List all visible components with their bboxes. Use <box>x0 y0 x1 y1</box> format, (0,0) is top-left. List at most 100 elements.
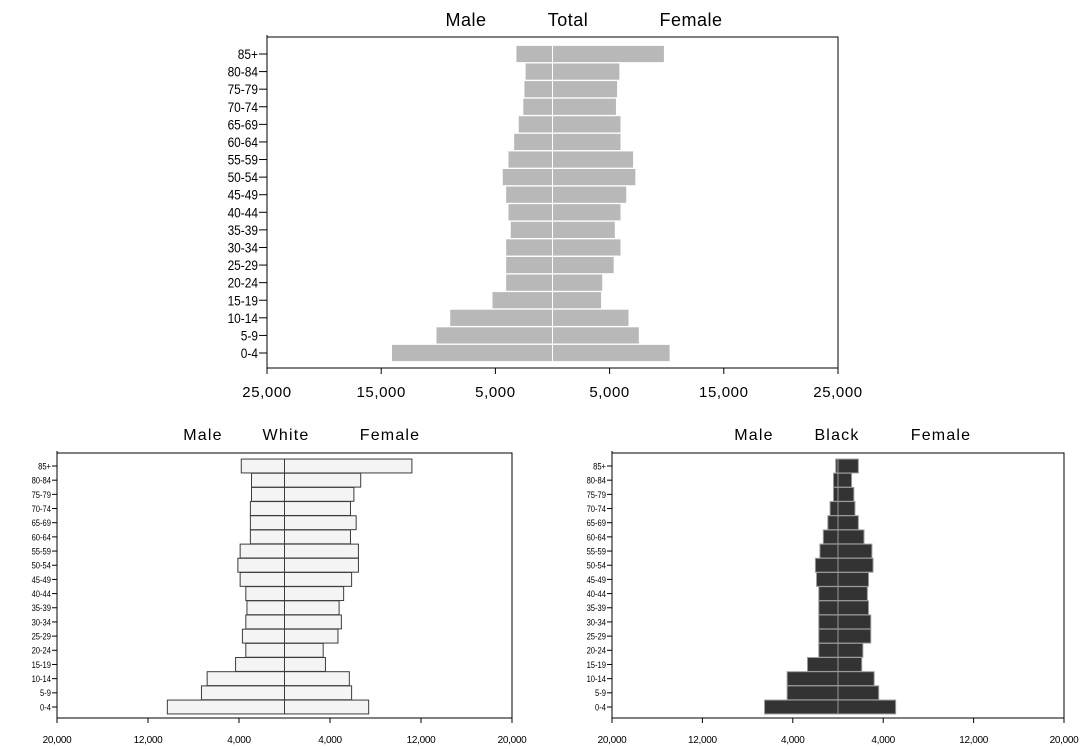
chart-black-male-header: Male <box>734 427 773 444</box>
chart-white-bar-female-65-69 <box>284 515 357 531</box>
chart-black-category-label-80-84: 80-84 <box>587 475 607 486</box>
chart-white-value-label: 4,000 <box>227 735 251 746</box>
chart-white-category-label-25-29: 25-29 <box>32 631 52 642</box>
chart-white-category-label-15-19: 15-19 <box>32 659 52 670</box>
chart-black-bar-female-60-64 <box>837 529 865 545</box>
chart-black-title: Black <box>814 427 859 444</box>
chart-total-bar-male-45-49 <box>505 185 554 204</box>
chart-white-value-label: 20,000 <box>43 735 73 746</box>
chart-white-bar-male-15-19 <box>235 657 285 672</box>
chart-white-bar-female-0-4 <box>284 699 370 715</box>
chart-black-bar-male-50-54 <box>814 557 839 573</box>
chart-black-bar-female-40-44 <box>837 586 868 602</box>
chart-black-value-label: 12,000 <box>688 735 718 746</box>
chart-white-bar-female-75-79 <box>284 486 355 502</box>
chart-black-category-label-50-54: 50-54 <box>587 560 607 571</box>
chart-black-panel: Male Black Female 0-4 5-9 10-14 15-19 20-24 25-2… <box>587 427 1080 746</box>
chart-black-bar-male-10-14 <box>786 671 839 687</box>
chart-white-category-label-60-64: 60-64 <box>32 531 52 542</box>
chart-white-bar-male-40-44 <box>245 586 285 602</box>
chart-white-value-label: 12,000 <box>134 735 164 746</box>
chart-black-bar-female-10-14 <box>837 671 875 687</box>
chart-black-bar-female-50-54 <box>837 557 874 573</box>
chart-white-bar-female-85+ <box>284 458 413 474</box>
chart-white-category-label-70-74: 70-74 <box>32 503 52 514</box>
chart-total-bar-female-50-54 <box>552 167 637 187</box>
chart-total-bar-female-25-29 <box>552 255 615 275</box>
chart-black-category-label-20-24: 20-24 <box>587 645 607 656</box>
chart-black-bar-male-65-69 <box>827 515 839 531</box>
chart-white-bar-male-70-74 <box>249 501 285 516</box>
chart-black-bar-female-65-69 <box>837 515 859 531</box>
chart-black-bar-male-45-49 <box>816 571 839 587</box>
chart-white-bar-female-5-9 <box>284 685 353 701</box>
chart-total-bar-male-70-74 <box>522 97 553 116</box>
chart-total-bar-female-70-74 <box>552 97 617 116</box>
chart-total-bar-male-50-54 <box>501 167 554 187</box>
chart-white-bar-female-50-54 <box>284 557 359 573</box>
chart-black-category-label-40-44: 40-44 <box>587 588 607 599</box>
chart-white-male-header: Male <box>183 427 222 444</box>
chart-white-value-label: 4,000 <box>318 735 342 746</box>
chart-white-bar-male-0-4 <box>166 699 285 715</box>
chart-white-bar-male-45-49 <box>239 571 285 587</box>
chart-black-bar-male-15-19 <box>806 657 839 672</box>
chart-total-bar-female-45-49 <box>552 185 628 204</box>
chart-black-bar-female-75-79 <box>837 486 855 502</box>
chart-white-bar-male-80-84 <box>251 472 285 488</box>
chart-black-bar-female-35-39 <box>837 600 870 616</box>
chart-total-category-label-75-79: 75-79 <box>228 81 258 97</box>
chart-total-category-label-0-4: 0-4 <box>241 345 258 361</box>
chart-black-category-label-55-59: 55-59 <box>587 546 607 557</box>
chart-white-category-label-45-49: 45-49 <box>32 574 52 585</box>
chart-white-category-label-55-59: 55-59 <box>32 546 52 557</box>
chart-black-bar-female-15-19 <box>837 657 863 672</box>
chart-white-category-label-30-34: 30-34 <box>32 617 52 628</box>
chart-total-bar-male-0-4 <box>390 343 553 363</box>
chart-total-category-label-65-69: 65-69 <box>228 116 258 132</box>
chart-total-bars <box>390 44 671 363</box>
chart-white-bar-female-40-44 <box>284 586 345 602</box>
chart-total-value-label: 15,000 <box>356 384 405 401</box>
chart-white-panel: Male White Female 0-4 5-9 10-14 15-19 20-24 25-2… <box>32 427 528 746</box>
chart-total-category-label-60-64: 60-64 <box>228 134 258 150</box>
chart-white-category-label-20-24: 20-24 <box>32 645 52 656</box>
chart-black-category-label-0-4: 0-4 <box>595 702 606 713</box>
chart-total-category-label-70-74: 70-74 <box>228 99 258 115</box>
chart-total-title: Total <box>548 10 589 30</box>
chart-white-category-label-80-84: 80-84 <box>32 475 52 486</box>
chart-total-female-header: Female <box>659 10 722 30</box>
chart-black-value-label: 20,000 <box>1050 735 1080 746</box>
chart-total-bar-female-65-69 <box>552 115 622 134</box>
chart-total-value-label: 25,000 <box>813 384 862 401</box>
chart-black-bar-male-55-59 <box>819 543 839 559</box>
chart-total-bar-male-15-19 <box>491 291 553 310</box>
chart-total-bar-male-5-9 <box>435 326 553 345</box>
chart-total-bar-female-15-19 <box>552 291 603 310</box>
chart-total-category-label-45-49: 45-49 <box>228 187 258 203</box>
chart-total-bar-male-40-44 <box>507 203 554 222</box>
chart-white-bar-female-80-84 <box>284 472 362 488</box>
chart-black-value-label: 20,000 <box>598 735 628 746</box>
chart-white-category-label-5-9: 5-9 <box>40 687 51 698</box>
chart-white-bar-female-55-59 <box>284 543 359 559</box>
chart-black-bar-male-5-9 <box>786 685 839 701</box>
chart-black-category-label-30-34: 30-34 <box>587 617 607 628</box>
chart-total-bar-female-30-34 <box>552 238 622 257</box>
chart-total-category-label-40-44: 40-44 <box>228 204 258 220</box>
chart-black-bar-female-25-29 <box>837 628 872 644</box>
chart-white-bar-female-25-29 <box>284 628 339 644</box>
chart-total-category-label-50-54: 50-54 <box>228 169 258 185</box>
chart-total-bar-female-55-59 <box>552 150 635 169</box>
chart-total-bar-male-65-69 <box>517 115 553 134</box>
chart-black-category-label-75-79: 75-79 <box>587 489 607 500</box>
chart-total-category-label-5-9: 5-9 <box>241 328 258 344</box>
chart-white-bar-male-30-34 <box>245 614 285 630</box>
chart-total-category-label-30-34: 30-34 <box>228 240 258 256</box>
chart-white-bar-male-35-39 <box>246 600 285 616</box>
chart-total-bar-male-20-24 <box>505 273 554 292</box>
chart-white-bar-male-10-14 <box>206 671 285 687</box>
chart-total-bar-male-80-84 <box>524 62 553 81</box>
